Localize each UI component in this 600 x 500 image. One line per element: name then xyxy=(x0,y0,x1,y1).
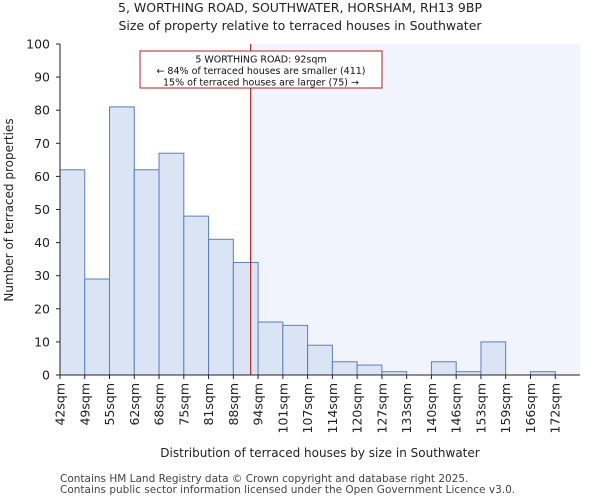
x-tick-label: 81sqm xyxy=(201,383,216,426)
y-tick-label: 10 xyxy=(34,334,50,349)
y-tick-label: 70 xyxy=(34,136,50,151)
bar-94sqm xyxy=(257,321,284,376)
annotation-line-1: 5 WORTHING ROAD: 92sqm xyxy=(195,55,326,66)
bar-55sqm xyxy=(109,106,135,376)
y-tick-label: 0 xyxy=(42,368,50,383)
x-tick-label: 133sqm xyxy=(399,383,414,433)
annotation-line-2: ← 84% of terraced houses are smaller (41… xyxy=(156,66,365,77)
bar-120sqm xyxy=(356,364,383,376)
x-tick-label: 101sqm xyxy=(275,383,290,433)
y-tick-label: 30 xyxy=(34,268,50,283)
x-tick-label: 88sqm xyxy=(226,383,241,426)
bar-107sqm xyxy=(307,344,333,376)
y-tick-label: 50 xyxy=(34,202,50,217)
x-tick-label: 55sqm xyxy=(102,383,117,426)
bar-75sqm xyxy=(183,215,210,376)
x-tick-label: 49sqm xyxy=(77,383,92,426)
x-tick-label: 75sqm xyxy=(176,383,191,426)
y-tick-label: 80 xyxy=(34,103,50,118)
x-axis-label: Distribution of terraced houses by size … xyxy=(160,446,479,460)
bar-49sqm xyxy=(84,278,111,376)
annotation-line-3: 15% of terraced houses are larger (75) → xyxy=(163,78,359,89)
larger-region-shade xyxy=(250,44,580,375)
bar-88sqm xyxy=(232,261,259,376)
x-tick-label: 172sqm xyxy=(548,383,563,433)
x-tick-label: 159sqm xyxy=(498,383,513,433)
y-tick-label: 40 xyxy=(34,235,50,250)
x-tick-label: 94sqm xyxy=(251,383,266,426)
y-tick-label: 90 xyxy=(34,70,50,85)
bar-62sqm xyxy=(133,169,160,376)
bar-140sqm xyxy=(430,361,457,376)
x-tick-label: 107sqm xyxy=(300,383,315,433)
x-tick-label: 42sqm xyxy=(53,383,68,426)
x-tick-label: 166sqm xyxy=(523,383,538,433)
bar-68sqm xyxy=(158,152,185,376)
bar-81sqm xyxy=(208,238,234,376)
bar-chart: 0 10 20 30 40 50 60 70 80 90 100 42sqm 49sqm 55sqm 62… xyxy=(2,37,580,460)
bar-114sqm xyxy=(331,361,358,376)
x-tick-label: 68sqm xyxy=(152,383,167,426)
x-tick-label: 146sqm xyxy=(449,383,464,433)
x-tick-label: 153sqm xyxy=(473,383,488,433)
y-tick-label: 20 xyxy=(34,301,50,316)
y-tick-label: 100 xyxy=(26,37,50,52)
x-tick-label: 127sqm xyxy=(374,383,389,433)
bar-153sqm xyxy=(480,341,507,376)
footer-licence: Contains public sector information licen… xyxy=(60,484,516,496)
y-tick-label: 60 xyxy=(34,169,50,184)
chart-subtitle: Size of property relative to terraced ho… xyxy=(118,18,482,33)
y-axis-label: Number of terraced properties xyxy=(2,118,16,301)
x-tick-label: 114sqm xyxy=(325,383,340,433)
x-tick-label: 62sqm xyxy=(127,383,142,426)
annotation-box xyxy=(139,50,383,89)
footer-copyright: Contains HM Land Registry data © Crown c… xyxy=(60,473,469,485)
bar-101sqm xyxy=(282,324,309,376)
chart-title: 5, WORTHING ROAD, SOUTHWATER, HORSHAM, R… xyxy=(118,0,482,15)
x-tick-label: 120sqm xyxy=(350,383,365,433)
bar-42sqm xyxy=(59,169,86,376)
x-tick-label: 140sqm xyxy=(424,383,439,433)
